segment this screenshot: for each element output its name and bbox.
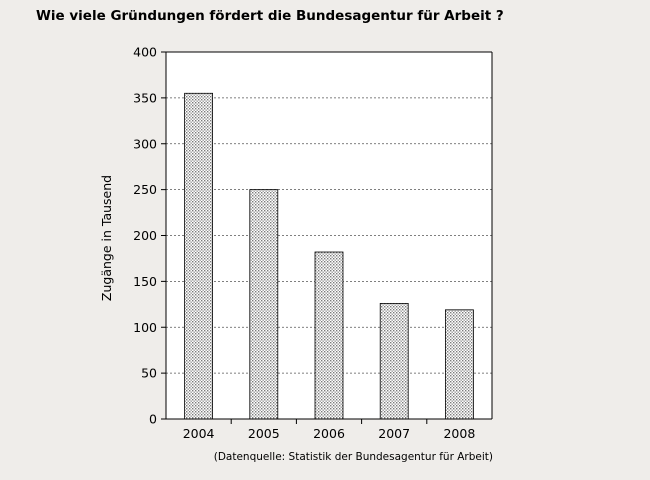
- y-tick-label: 300: [133, 136, 157, 151]
- bar-2006: [314, 251, 344, 420]
- x-tick-label: 2004: [183, 426, 215, 441]
- y-tick-label: 0: [149, 412, 157, 427]
- bar-2008: [444, 309, 474, 420]
- y-tick-label: 200: [133, 228, 157, 243]
- x-tick-labels: 2004 2005 2006 2007 2008: [183, 419, 475, 441]
- x-tick-label: 2005: [248, 426, 280, 441]
- bars-group: [184, 92, 474, 420]
- source-note: (Datenquelle: Statistik der Bundesagentu…: [214, 451, 493, 463]
- chart-title: Wie viele Gründungen fördert die Bundesa…: [36, 8, 504, 24]
- x-tick-label: 2008: [443, 426, 475, 441]
- x-tick-label: 2006: [313, 426, 345, 441]
- bar-2004: [184, 92, 214, 420]
- y-axis-label: Zugänge in Tausend: [99, 175, 114, 301]
- bar-2007: [379, 302, 409, 420]
- y-tick-labels: 0 50 100 150 200 250 300 350 400: [133, 45, 166, 427]
- y-tick-label: 400: [133, 45, 157, 60]
- y-tick-label: 100: [133, 320, 157, 335]
- y-tick-label: 50: [141, 366, 157, 381]
- bar-2005: [249, 189, 279, 420]
- y-tick-label: 150: [133, 274, 157, 289]
- x-tick-label: 2007: [378, 426, 410, 441]
- y-tick-label: 350: [133, 90, 157, 105]
- y-tick-label: 250: [133, 182, 157, 197]
